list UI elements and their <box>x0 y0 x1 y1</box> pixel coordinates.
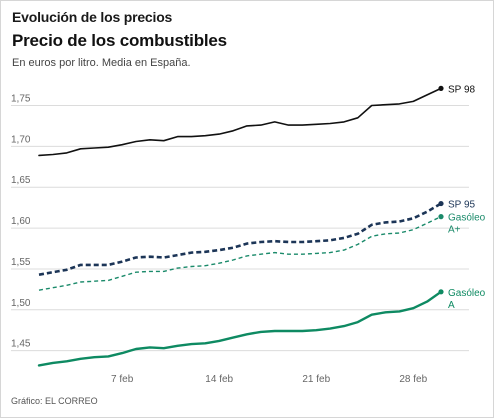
chart-source: Gráfico: EL CORREO <box>11 396 98 406</box>
label-layer: SP 98 SP 95 Gasóleo A+ Gasóleo A <box>448 84 486 310</box>
chart-subtitle: En euros por litro. Media en España. <box>12 57 191 69</box>
y-tick-label: 1,75 <box>11 94 31 105</box>
series-line-gas-leo-a <box>38 215 442 291</box>
series-endpoint-gas-leo-a <box>438 289 444 295</box>
series-layer <box>37 85 444 367</box>
y-tick-label: 1,45 <box>11 339 31 350</box>
y-tick-label: 1,55 <box>11 257 31 268</box>
series-label-gas-leo-a: Gasóleo A+ <box>448 213 486 236</box>
chart-title: Precio de los combustibles <box>12 31 227 50</box>
y-tick-label: 1,50 <box>11 298 31 309</box>
series-line-sp-98 <box>38 87 442 157</box>
chart-kicker: Evolución de los precios <box>12 9 173 25</box>
grid-layer: 1,45 1,50 1,55 1,60 1,65 1,70 1,75 7 feb 14 feb 2… <box>11 94 469 385</box>
x-tick-label: 7 feb <box>111 374 134 385</box>
series-label-sp-95: SP 95 <box>448 200 475 211</box>
series-line-sp-95 <box>38 202 442 276</box>
x-tick-label: 28 feb <box>399 374 427 385</box>
y-tick-label: 1,65 <box>11 175 31 186</box>
series-label-gas-leo-a: Gasóleo A <box>448 288 486 311</box>
x-tick-label: 21 feb <box>302 374 330 385</box>
series-line-gas-leo-a <box>37 290 443 367</box>
series-endpoint-sp-95 <box>438 200 444 207</box>
x-tick-label: 14 feb <box>205 374 233 385</box>
series-endpoint-sp-98 <box>438 85 444 91</box>
series-endpoint-gas-leo-a <box>438 214 444 220</box>
y-tick-label: 1,60 <box>11 216 31 227</box>
series-label-sp-98: SP 98 <box>448 84 475 95</box>
y-tick-label: 1,70 <box>11 134 31 145</box>
